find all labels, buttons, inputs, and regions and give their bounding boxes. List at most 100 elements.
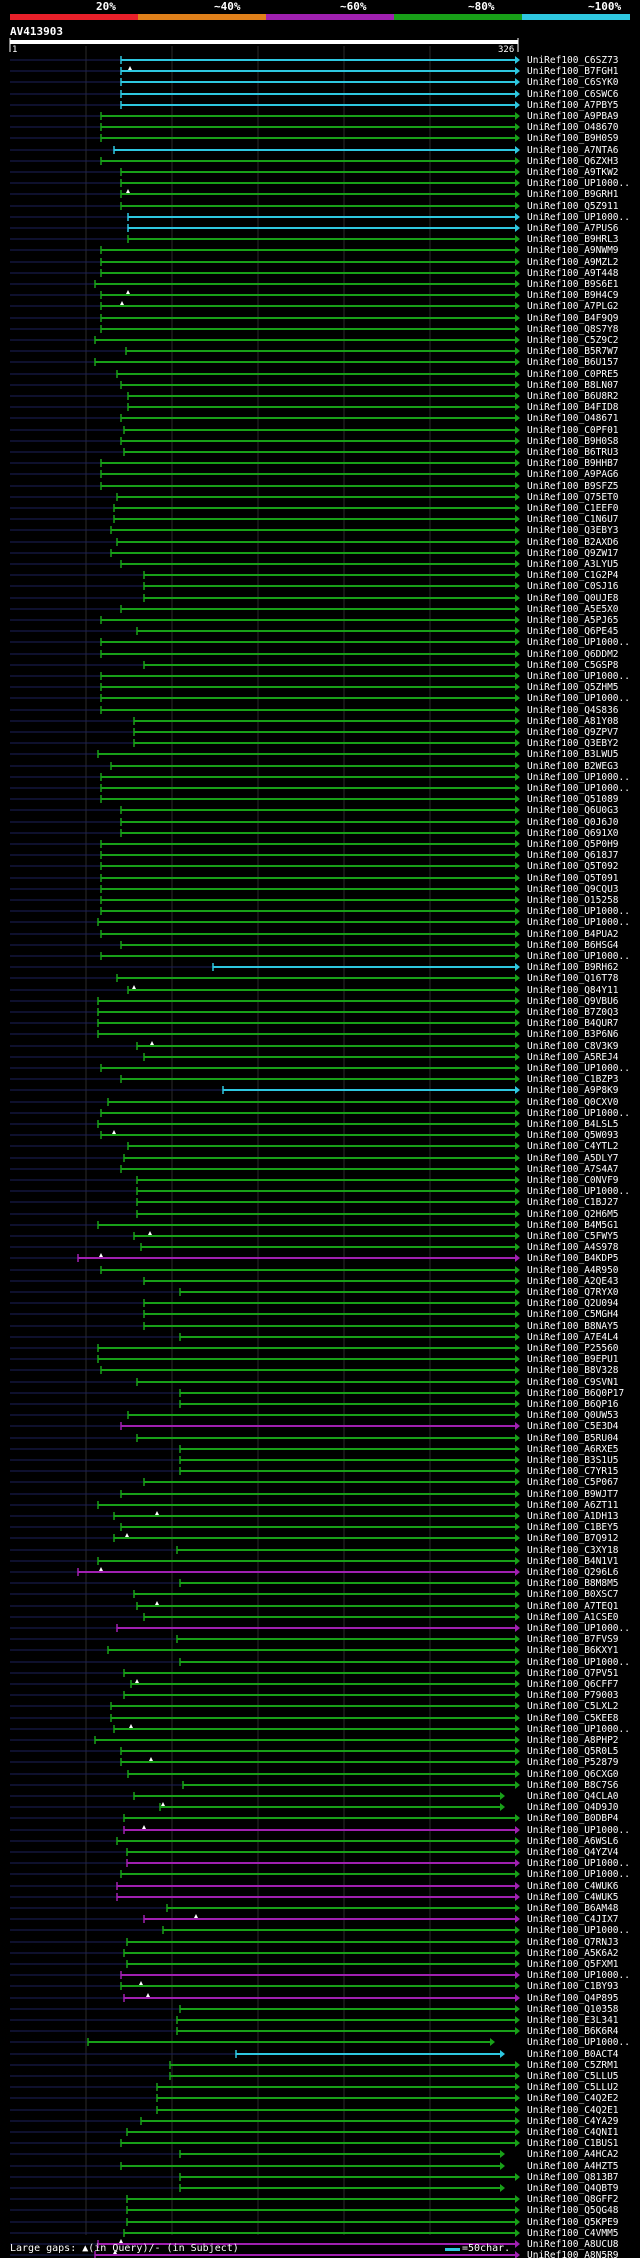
hit-label: UniRef100_Q0UJE8	[527, 593, 619, 604]
hit-arrow	[515, 1154, 520, 1162]
hit-label: UniRef100_B0ACT4	[527, 2049, 619, 2060]
hit-arrow	[515, 672, 520, 680]
hit-arrow	[515, 1949, 520, 1957]
hit-label: UniRef100_C5KEE8	[527, 1713, 619, 1724]
hit-arrow	[515, 1478, 520, 1486]
hit-label: UniRef100_A6ZT11	[527, 1500, 619, 1511]
hit-arrow	[515, 806, 520, 814]
hit-label: UniRef100_C4VMM5	[527, 2228, 619, 2239]
legend-label-1: 20%	[96, 0, 116, 13]
hit-arrow	[515, 2072, 520, 2080]
hit-label: UniRef100_B4PUA2	[527, 929, 619, 940]
hit-arrow	[515, 650, 520, 658]
hit-label: UniRef100_Q16T78	[527, 973, 619, 984]
hit-arrow	[515, 515, 520, 523]
hit-arrow	[515, 179, 520, 187]
hit-arrow	[515, 370, 520, 378]
hit-arrow	[515, 874, 520, 882]
hit-label: UniRef100_A5DLY7	[527, 1153, 619, 1164]
hit-label: UniRef100_Q9CQU3	[527, 884, 619, 895]
hit-label: UniRef100_P25560	[527, 1343, 619, 1354]
hit-arrow	[515, 907, 520, 915]
hit-arrow	[515, 1523, 520, 1531]
hit-arrow	[515, 235, 520, 243]
hit-arrow	[515, 314, 520, 322]
hit-arrow	[515, 2027, 520, 2035]
hit-arrow	[515, 1624, 520, 1632]
hit-label: UniRef100_A4S978	[527, 1242, 619, 1253]
hit-label: UniRef100_B9HHB7	[527, 458, 619, 469]
hit-label: UniRef100_A7NTA6	[527, 145, 619, 156]
hit-label: UniRef100_C4WUK6	[527, 1881, 619, 1892]
hit-label: UniRef100_UP1000..	[527, 1623, 630, 1634]
query-gap-marker	[129, 1724, 133, 1728]
hit-label: UniRef100_Q5W093	[527, 1130, 619, 1141]
hit-label: UniRef100_C5ZRM1	[527, 2060, 619, 2071]
legend-label-4: ~80%	[468, 0, 495, 13]
hit-label: UniRef100_Q4QBT9	[527, 2183, 619, 2194]
hit-label: UniRef100_Q0J6J0	[527, 817, 619, 828]
hit-arrow	[515, 773, 520, 781]
hit-arrow	[515, 1714, 520, 1722]
hit-label: UniRef100_UP1000..	[527, 1186, 630, 1197]
hit-label: UniRef100_B9RH62	[527, 962, 619, 973]
hit-label: UniRef100_C0PRE5	[527, 369, 619, 380]
hit-arrow	[515, 1131, 520, 1139]
hit-arrow	[515, 78, 520, 86]
hit-arrow	[515, 1882, 520, 1890]
hit-label: UniRef100_B8M8M5	[527, 1578, 619, 1589]
hit-arrow	[515, 2005, 520, 2013]
hit-label: UniRef100_B9GRH1	[527, 189, 619, 200]
hit-label: UniRef100_B9H0S8	[527, 436, 619, 447]
hit-label: UniRef100_UP1000..	[527, 1657, 630, 1668]
hit-label: UniRef100_A9PBA9	[527, 111, 619, 122]
hit-label: UniRef100_Q6U0G3	[527, 805, 619, 816]
hit-arrow	[515, 493, 520, 501]
hit-label: UniRef100_B6QP16	[527, 1399, 619, 1410]
hit-label: UniRef100_C7YR15	[527, 1466, 619, 1477]
hit-arrow	[515, 560, 520, 568]
hit-label: UniRef100_UP1000..	[527, 1858, 630, 1869]
hit-arrow	[515, 728, 520, 736]
hit-arrow	[515, 941, 520, 949]
hit-label: UniRef100_C5MGH4	[527, 1309, 619, 1320]
hit-label: UniRef100_Q7RYX0	[527, 1287, 619, 1298]
hit-label: UniRef100_C6SYK0	[527, 77, 619, 88]
hit-arrow	[515, 1568, 520, 1576]
hit-arrow	[515, 1915, 520, 1923]
hit-label: UniRef100_B8NAY5	[527, 1321, 619, 1332]
hit-arrow	[515, 862, 520, 870]
hit-label: UniRef100_Q6ZXH3	[527, 156, 619, 167]
hit-label: UniRef100_A4R950	[527, 1265, 619, 1276]
hit-label: UniRef100_C5GSP8	[527, 660, 619, 671]
hit-label: UniRef100_Q3EBY3	[527, 525, 619, 536]
hit-arrow	[515, 2139, 520, 2147]
hit-arrow	[515, 750, 520, 758]
hit-arrow	[515, 594, 520, 602]
hit-label: UniRef100_UP1000..	[527, 178, 630, 189]
hit-arrow	[515, 1938, 520, 1946]
hit-arrow	[515, 1333, 520, 1341]
hit-arrow	[515, 403, 520, 411]
hit-arrow	[515, 112, 520, 120]
hit-label: UniRef100_Q75ET0	[527, 492, 619, 503]
hit-arrow	[515, 1546, 520, 1554]
hit-label: UniRef100_UP1000..	[527, 917, 630, 928]
hit-label: UniRef100_C4Q2E2	[527, 2093, 619, 2104]
hit-arrow	[515, 526, 520, 534]
hit-arrow	[515, 2083, 520, 2091]
query-gap-marker	[128, 66, 132, 70]
hit-arrow	[515, 426, 520, 434]
hit-arrow	[515, 1198, 520, 1206]
query-gap-marker	[148, 1231, 152, 1235]
hit-label: UniRef100_A8UCU8	[527, 2239, 619, 2250]
hit-arrow	[515, 202, 520, 210]
hit-arrow	[515, 1613, 520, 1621]
hit-label: UniRef100_A5PJ65	[527, 615, 619, 626]
hit-label: UniRef100_Q5Z911	[527, 201, 619, 212]
hit-arrow	[515, 1512, 520, 1520]
hit-label: UniRef100_O48670	[527, 122, 619, 133]
hit-label: UniRef100_Q296L6	[527, 1567, 619, 1578]
hit-label: UniRef100_UP1000..	[527, 1108, 630, 1119]
hit-arrow	[515, 1266, 520, 1274]
